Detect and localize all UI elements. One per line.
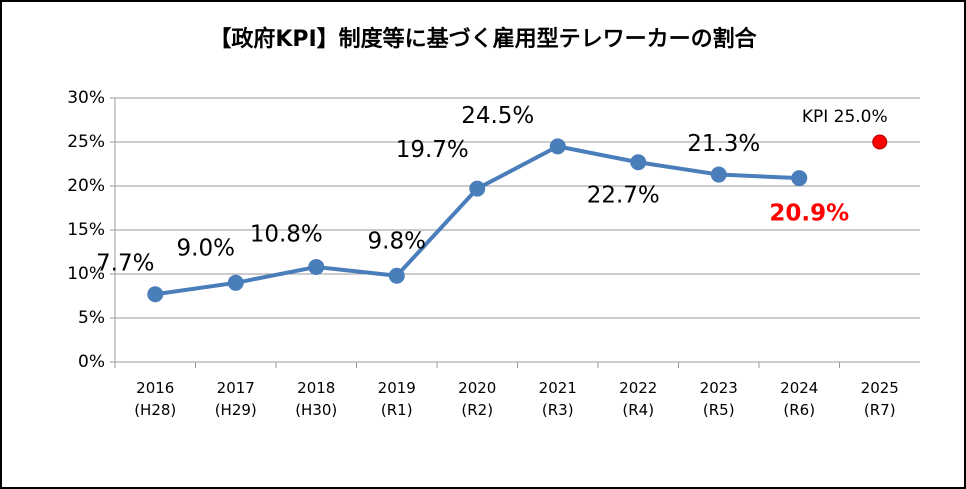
point [227, 274, 244, 291]
x-tick-label: 2020 (R2) [458, 379, 497, 419]
point [630, 154, 647, 171]
y-tick-label: 5% [78, 308, 105, 328]
data-label: 10.8% [250, 221, 323, 247]
point [872, 134, 888, 150]
y-tick-label: 30% [67, 88, 105, 108]
data-label: 9.0% [177, 235, 235, 261]
x-tick-label: 2024 (R6) [780, 379, 819, 419]
point [147, 286, 164, 303]
point [791, 170, 808, 187]
y-tick-label: 25% [67, 132, 105, 152]
chart-title: 【政府KPI】制度等に基づく雇用型テレワーカーの割合 [209, 26, 757, 52]
x-tick-label: 2018 (H30) [295, 379, 338, 419]
x-tick-label: 2022 (R4) [619, 379, 658, 419]
point [388, 267, 405, 284]
y-tick-label: 10% [67, 264, 105, 284]
data-label: 20.9% [769, 201, 849, 227]
point [549, 138, 566, 155]
data-label: 9.8% [368, 228, 426, 254]
point [710, 166, 727, 183]
x-tick-label: 2019 (R1) [377, 379, 416, 419]
data-label: KPI 25.0% [802, 107, 888, 127]
data-label: 24.5% [461, 103, 534, 129]
y-tick-label: 15% [67, 220, 105, 240]
point [469, 180, 486, 197]
y-tick-label: 20% [67, 176, 105, 196]
x-tick-label: 2021 (R3) [538, 379, 577, 419]
x-tick-label: 2017 (H29) [214, 379, 257, 419]
data-label: 21.3% [687, 131, 760, 157]
x-tick-label: 2023 (R5) [699, 379, 738, 419]
data-label: 22.7% [587, 183, 660, 209]
data-label: 19.7% [396, 137, 469, 163]
x-tick-label: 2025 (R7) [860, 379, 899, 419]
data-label: 7.7% [96, 251, 154, 277]
y-tick-label: 0% [78, 352, 105, 372]
x-tick-label: 2016 (H28) [134, 379, 177, 419]
point [308, 258, 325, 275]
